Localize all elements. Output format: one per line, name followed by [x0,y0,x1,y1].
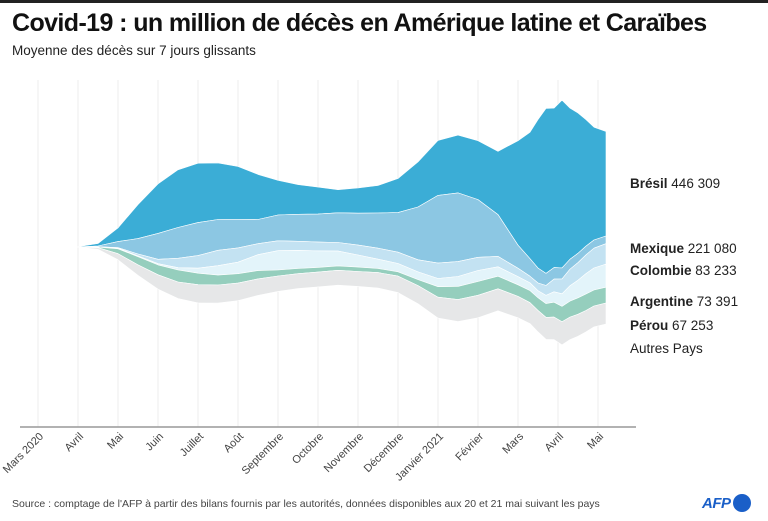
series-total: 446 309 [671,176,721,191]
series-name: Brésil [630,176,668,191]
source-note: Source : comptage de l'AFP à partir des … [12,498,600,510]
afp-logo-text: AFP [702,494,731,512]
series-name: Pérou [630,318,669,333]
x-tick-label: Avril [63,431,86,454]
stream-layers [75,99,607,346]
x-tick-label: Août [222,431,246,455]
series-name: Colombie [630,263,692,278]
series-total: 221 080 [687,241,737,256]
series-label-perou: Pérou 67 253 [630,318,713,333]
afp-logo-dot-icon [732,494,751,512]
x-tick-label: Mai [585,431,606,452]
series-label-mexique: Mexique 221 080 [630,241,737,256]
x-tick-label: Octobre [290,431,326,467]
series-label-autres: Autres Pays [630,341,703,356]
chart-subtitle: Moyenne des décès sur 7 jours glissants [12,43,256,58]
series-total: 73 391 [696,294,739,309]
x-tick-labels: Mars 2020 Avril Mai Juin Juillet AoûtSeptembr… [1,430,606,483]
series-total: 83 233 [695,263,737,278]
chart-title: Covid-19 : un million de décès en Amériq… [12,9,707,37]
top-rule [0,0,768,3]
x-tick-label: Juillet [178,431,206,459]
series-name: Mexique [630,241,685,256]
series-label-colombie: Colombie 83 233 [630,263,737,278]
series-total: 67 253 [672,318,714,333]
x-tick-label: Mars 2020 [1,431,46,476]
x-tick-label: Février [453,430,486,463]
x-tick-label: Mai [105,431,126,452]
stream-layer-autres [75,246,607,346]
x-tick-label: Mars [500,430,526,456]
x-tick-label: Septembre [240,431,287,478]
series-name: Argentine [630,294,694,309]
series-name: Autres Pays [630,341,703,356]
x-tick-label: Novembre [322,431,366,475]
x-tick-label: Juin [143,431,166,454]
afp-logo: AFP [702,494,751,512]
x-tick-label: Avril [543,431,566,454]
series-label-argentine: Argentine 73 391 [630,294,738,309]
series-label-bresil: Brésil 446 309 [630,176,720,191]
